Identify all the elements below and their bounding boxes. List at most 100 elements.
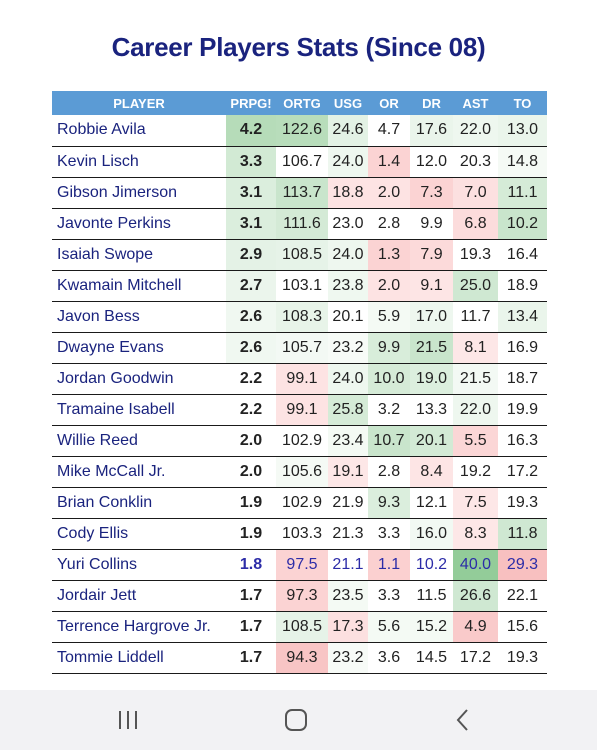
usg-cell: 18.8 — [328, 177, 368, 209]
usg-cell: 24.6 — [328, 115, 368, 147]
home-icon[interactable] — [276, 704, 316, 736]
prpg-cell: 2.7 — [226, 270, 276, 302]
ast-cell: 11.7 — [453, 301, 498, 333]
ortg-cell: 94.3 — [276, 642, 328, 674]
to-cell: 16.9 — [498, 332, 547, 364]
prpg-cell: 2.9 — [226, 239, 276, 271]
ast-cell: 22.0 — [453, 394, 498, 426]
or-cell: 1.1 — [368, 549, 410, 581]
table-row: Robbie Avila 4.2 122.6 24.6 4.7 17.6 22.0 13.0 — [52, 115, 547, 147]
ortg-cell: 108.5 — [276, 611, 328, 643]
ast-cell: 20.3 — [453, 146, 498, 178]
to-cell: 16.3 — [498, 425, 547, 457]
stats-table: PLAYER PRPG! ORTG USG OR DR AST TO Robbi… — [52, 91, 547, 674]
ast-cell: 8.3 — [453, 518, 498, 550]
player-name-cell: Brian Conklin — [52, 487, 226, 519]
ast-cell: 5.5 — [453, 425, 498, 457]
player-name-cell: Kwamain Mitchell — [52, 270, 226, 302]
table-row: Willie Reed 2.0 102.9 23.4 10.7 20.1 5.5 16.3 — [52, 425, 547, 457]
usg-cell: 17.3 — [328, 611, 368, 643]
usg-cell: 23.4 — [328, 425, 368, 457]
prpg-cell: 1.9 — [226, 487, 276, 519]
to-cell: 18.9 — [498, 270, 547, 302]
ortg-cell: 102.9 — [276, 487, 328, 519]
system-navigation-bar — [0, 690, 597, 750]
table-row: Javonte Perkins 3.1 111.6 23.0 2.8 9.9 6.8 10.2 — [52, 208, 547, 240]
column-header-prpg[interactable]: PRPG! — [226, 91, 276, 115]
or-cell: 3.3 — [368, 518, 410, 550]
dr-cell: 14.5 — [410, 642, 453, 674]
player-name-cell: Javonte Perkins — [52, 208, 226, 240]
dr-cell: 15.2 — [410, 611, 453, 643]
or-cell: 2.0 — [368, 177, 410, 209]
dr-cell: 20.1 — [410, 425, 453, 457]
ast-cell: 6.8 — [453, 208, 498, 240]
column-header-ortg[interactable]: ORTG — [276, 91, 328, 115]
table-row: Isaiah Swope 2.9 108.5 24.0 1.3 7.9 19.3 16.4 — [52, 239, 547, 271]
dr-cell: 17.6 — [410, 115, 453, 147]
ortg-cell: 102.9 — [276, 425, 328, 457]
column-header-usg[interactable]: USG — [328, 91, 368, 115]
table-row: Javon Bess 2.6 108.3 20.1 5.9 17.0 11.7 13.4 — [52, 301, 547, 333]
or-cell: 2.0 — [368, 270, 410, 302]
to-cell: 29.3 — [498, 549, 547, 581]
usg-cell: 24.0 — [328, 239, 368, 271]
prpg-cell: 1.7 — [226, 580, 276, 612]
recent-apps-icon[interactable] — [108, 704, 148, 736]
player-name-cell: Mike McCall Jr. — [52, 456, 226, 488]
prpg-cell: 2.0 — [226, 456, 276, 488]
ast-cell: 26.6 — [453, 580, 498, 612]
table-row: Jordan Goodwin 2.2 99.1 24.0 10.0 19.0 21.5 18.… — [52, 363, 547, 395]
dr-cell: 9.1 — [410, 270, 453, 302]
prpg-cell: 1.7 — [226, 642, 276, 674]
column-header-ast[interactable]: AST — [453, 91, 498, 115]
ortg-cell: 103.1 — [276, 270, 328, 302]
ortg-cell: 99.1 — [276, 394, 328, 426]
table-row: Brian Conklin 1.9 102.9 21.9 9.3 12.1 7.5 19.3 — [52, 487, 547, 519]
prpg-cell: 2.2 — [226, 363, 276, 395]
column-header-player[interactable]: PLAYER — [52, 91, 226, 115]
dr-cell: 21.5 — [410, 332, 453, 364]
player-name-cell: Jordair Jett — [52, 580, 226, 612]
prpg-cell: 3.1 — [226, 177, 276, 209]
table-row: Dwayne Evans 2.6 105.7 23.2 9.9 21.5 8.1 16.9 — [52, 332, 547, 364]
or-cell: 2.8 — [368, 208, 410, 240]
usg-cell: 21.9 — [328, 487, 368, 519]
usg-cell: 23.0 — [328, 208, 368, 240]
to-cell: 17.2 — [498, 456, 547, 488]
to-cell: 11.8 — [498, 518, 547, 550]
table-row: Cody Ellis 1.9 103.3 21.3 3.3 16.0 8.3 11.8 — [52, 518, 547, 550]
ortg-cell: 105.6 — [276, 456, 328, 488]
player-name-cell: Cody Ellis — [52, 518, 226, 550]
column-header-or[interactable]: OR — [368, 91, 410, 115]
dr-cell: 7.9 — [410, 239, 453, 271]
ast-cell: 19.2 — [453, 456, 498, 488]
to-cell: 14.8 — [498, 146, 547, 178]
or-cell: 1.4 — [368, 146, 410, 178]
or-cell: 3.2 — [368, 394, 410, 426]
to-cell: 18.7 — [498, 363, 547, 395]
dr-cell: 16.0 — [410, 518, 453, 550]
or-cell: 10.7 — [368, 425, 410, 457]
ortg-cell: 103.3 — [276, 518, 328, 550]
column-header-dr[interactable]: DR — [410, 91, 453, 115]
to-cell: 19.3 — [498, 642, 547, 674]
back-icon[interactable] — [443, 704, 483, 736]
dr-cell: 11.5 — [410, 580, 453, 612]
player-name-cell: Jordan Goodwin — [52, 363, 226, 395]
table-row: Kevin Lisch 3.3 106.7 24.0 1.4 12.0 20.3 14.8 — [52, 146, 547, 178]
table-row: Jordair Jett 1.7 97.3 23.5 3.3 11.5 26.6 22.1 — [52, 580, 547, 612]
page-title: Career Players Stats (Since 08) — [111, 32, 486, 62]
usg-cell: 21.1 — [328, 549, 368, 581]
usg-cell: 21.3 — [328, 518, 368, 550]
prpg-cell: 3.1 — [226, 208, 276, 240]
dr-cell: 12.0 — [410, 146, 453, 178]
ast-cell: 7.5 — [453, 487, 498, 519]
table-row: Yuri Collins 1.8 97.5 21.1 1.1 10.2 40.0 29.3 — [52, 549, 547, 581]
ast-cell: 8.1 — [453, 332, 498, 364]
column-header-to[interactable]: TO — [498, 91, 547, 115]
to-cell: 19.9 — [498, 394, 547, 426]
usg-cell: 24.0 — [328, 146, 368, 178]
ortg-cell: 122.6 — [276, 115, 328, 147]
to-cell: 15.6 — [498, 611, 547, 643]
